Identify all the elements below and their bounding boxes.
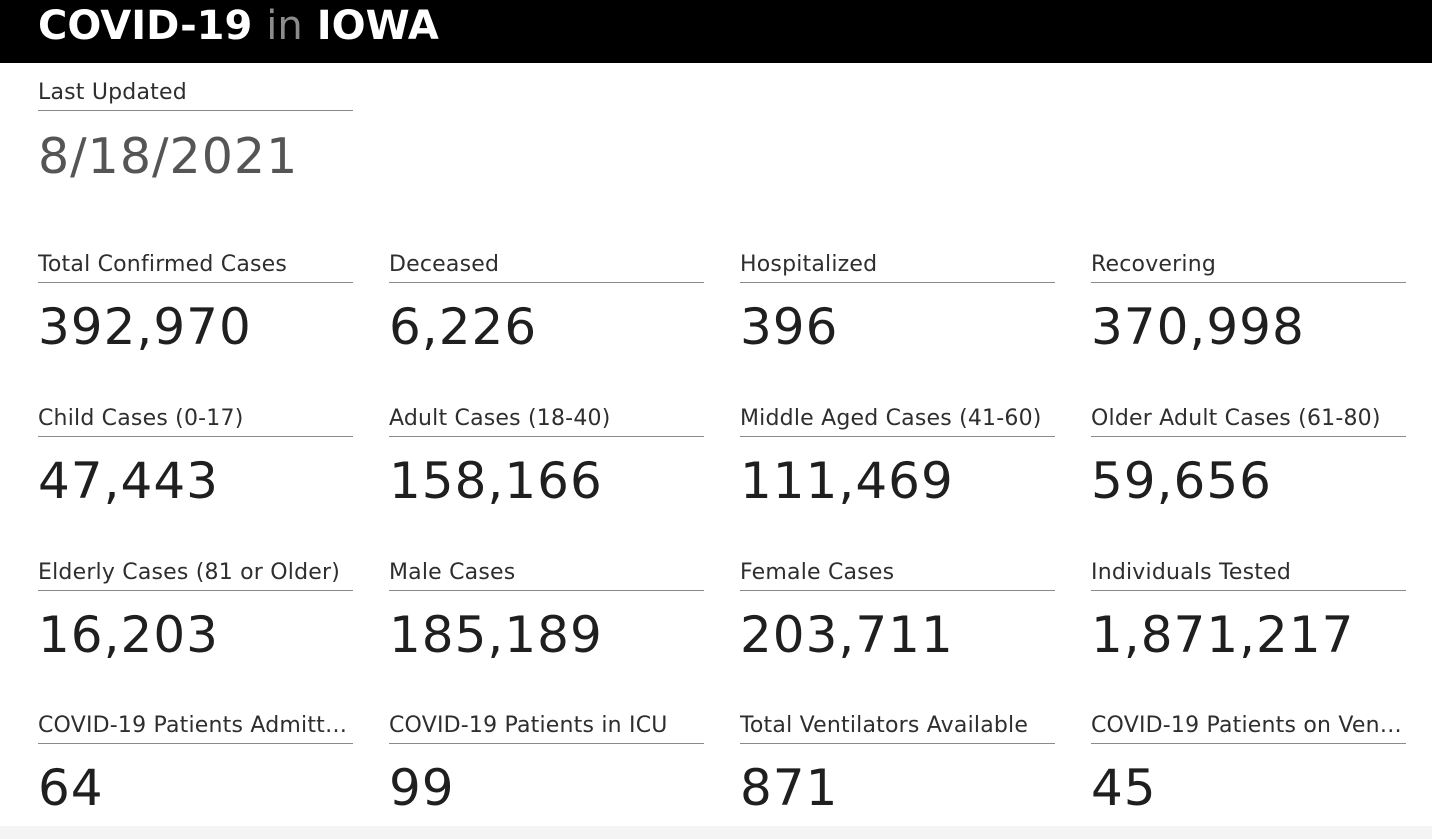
tile-label: COVID-19 Patients in ICU [389, 708, 704, 744]
tile-hospitalized[interactable]: Hospitalized 396 [740, 247, 1055, 357]
tile-label: Recovering [1091, 247, 1406, 283]
tile-ventilators-available[interactable]: Total Ventilators Available 871 [740, 708, 1055, 818]
tile-value: 16,203 [38, 606, 219, 664]
tile-label: COVID-19 Patients on Vent... [1091, 708, 1406, 744]
tile-patients-on-ventilators[interactable]: COVID-19 Patients on Vent... 45 [1091, 708, 1406, 818]
tile-label: COVID-19 Patients Admitte... [38, 708, 353, 744]
tile-label: Total Ventilators Available [740, 708, 1055, 744]
title-covid: COVID-19 [38, 3, 253, 49]
tile-value: 1,871,217 [1091, 606, 1355, 664]
tile-total-confirmed-cases[interactable]: Total Confirmed Cases 392,970 [38, 247, 353, 357]
last-updated-label: Last Updated [38, 75, 353, 111]
tile-older-adult-cases[interactable]: Older Adult Cases (61-80) 59,656 [1091, 401, 1406, 511]
tile-value: 158,166 [389, 452, 603, 510]
tile-male-cases[interactable]: Male Cases 185,189 [389, 555, 704, 665]
dashboard-header: COVID-19 in IOWA [0, 0, 1432, 63]
tile-label: Child Cases (0-17) [38, 401, 353, 437]
tile-label: Deceased [389, 247, 704, 283]
tile-adult-cases[interactable]: Adult Cases (18-40) 158,166 [389, 401, 704, 511]
tile-individuals-tested[interactable]: Individuals Tested 1,871,217 [1091, 555, 1406, 665]
tile-patients-admitted[interactable]: COVID-19 Patients Admitte... 64 [38, 708, 353, 818]
tile-label: Individuals Tested [1091, 555, 1406, 591]
tile-value: 185,189 [389, 606, 603, 664]
last-updated-value: 8/18/2021 [38, 128, 299, 185]
tile-patients-in-icu[interactable]: COVID-19 Patients in ICU 99 [389, 708, 704, 818]
tile-label: Elderly Cases (81 or Older) [38, 555, 353, 591]
title-iowa: IOWA [316, 3, 439, 49]
last-updated-tile: Last Updated 8/18/2021 [38, 75, 353, 187]
tile-value: 45 [1091, 759, 1157, 817]
tile-deceased[interactable]: Deceased 6,226 [389, 247, 704, 357]
tile-label: Older Adult Cases (61-80) [1091, 401, 1406, 437]
tile-child-cases[interactable]: Child Cases (0-17) 47,443 [38, 401, 353, 511]
tile-value: 47,443 [38, 452, 219, 510]
title-in: in [266, 3, 303, 49]
tile-label: Adult Cases (18-40) [389, 401, 704, 437]
tile-recovering[interactable]: Recovering 370,998 [1091, 247, 1406, 357]
tile-label: Total Confirmed Cases [38, 247, 353, 283]
bottom-strip [0, 826, 1432, 839]
tile-middle-aged-cases[interactable]: Middle Aged Cases (41-60) 111,469 [740, 401, 1055, 511]
tile-value: 392,970 [38, 298, 252, 356]
tile-value: 370,998 [1091, 298, 1305, 356]
tile-value: 396 [740, 298, 839, 356]
tile-value: 99 [389, 759, 455, 817]
tile-value: 59,656 [1091, 452, 1272, 510]
tile-label: Male Cases [389, 555, 704, 591]
tile-value: 871 [740, 759, 839, 817]
tile-label: Middle Aged Cases (41-60) [740, 401, 1055, 437]
dashboard-title: COVID-19 in IOWA [38, 2, 439, 50]
tile-label: Female Cases [740, 555, 1055, 591]
tile-value: 6,226 [389, 298, 538, 356]
tile-label: Hospitalized [740, 247, 1055, 283]
tile-elderly-cases[interactable]: Elderly Cases (81 or Older) 16,203 [38, 555, 353, 665]
tile-female-cases[interactable]: Female Cases 203,711 [740, 555, 1055, 665]
tile-value: 111,469 [740, 452, 954, 510]
tile-value: 64 [38, 759, 104, 817]
tile-value: 203,711 [740, 606, 954, 664]
